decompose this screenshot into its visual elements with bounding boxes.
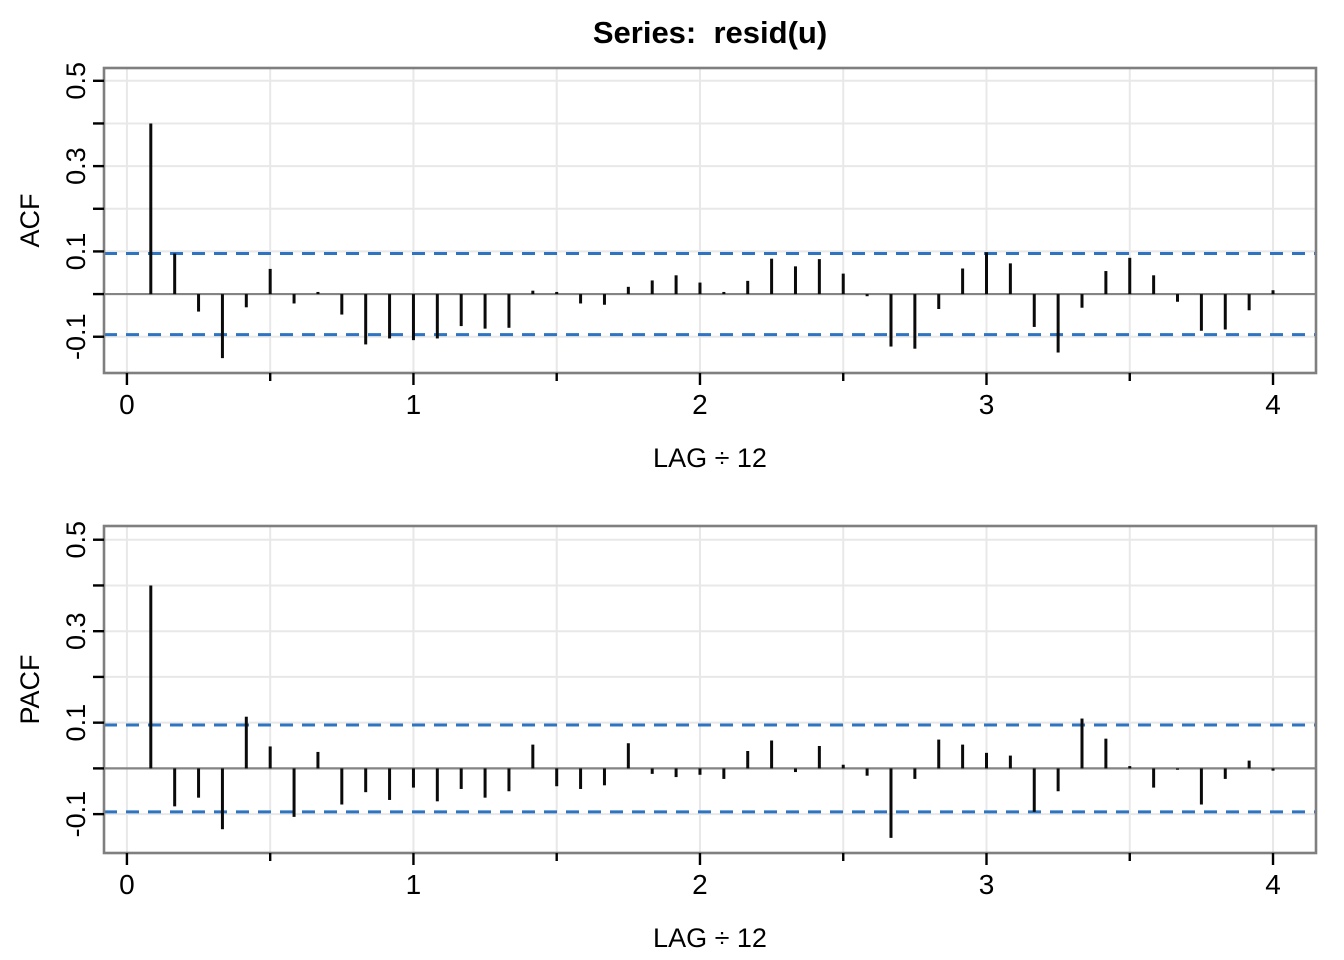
- acf-y-tick-label: 0.1: [61, 233, 91, 271]
- pacf-x-tick-label: 3: [979, 869, 995, 900]
- acf-x-tick-label: 3: [979, 389, 995, 420]
- figure-title: Series: resid(u): [593, 15, 827, 50]
- acf-x-axis-label: LAG ÷ 12: [653, 443, 767, 473]
- pacf-y-tick-label: 0.1: [61, 704, 91, 742]
- acf-x-tick-label: 1: [406, 389, 422, 420]
- acf-y-tick-label: 0.3: [61, 147, 91, 185]
- pacf-y-tick-label: 0.5: [61, 521, 91, 559]
- pacf-bars: [149, 585, 1275, 838]
- pacf-panel: 0.5 0.3 0.1 -0.1 0 1 2 3 4: [61, 521, 1318, 900]
- pacf-y-tick-label: 0.3: [61, 612, 91, 650]
- acf-x-tick-label: 0: [119, 389, 135, 420]
- acf-plot-frame: [102, 66, 1318, 375]
- acf-bars: [149, 123, 1275, 359]
- pacf-y-axis-label: PACF: [15, 654, 45, 724]
- pacf-x-tick-label: 4: [1265, 869, 1281, 900]
- pacf-x-axis-label: LAG ÷ 12: [653, 923, 767, 953]
- acf-x-tick-label: 2: [692, 389, 708, 420]
- pacf-y-tick-label: -0.1: [61, 791, 91, 838]
- pacf-x-tick-label: 0: [119, 869, 135, 900]
- pacf-x-tick-label: 2: [692, 869, 708, 900]
- pacf-gridlines: [104, 526, 1316, 853]
- pacf-x-tick-label: 1: [406, 869, 422, 900]
- acf-gridlines: [104, 68, 1316, 373]
- acf-y-tick-label: 0.5: [61, 62, 91, 100]
- acf-y-tick-label: -0.1: [61, 313, 91, 360]
- acf-y-axis-label: ACF: [15, 194, 45, 248]
- acf-panel: 0.5 0.3 0.1 -0.1 0 1 2 3 4: [61, 62, 1318, 420]
- pacf-plot-frame: [102, 524, 1318, 855]
- acf-x-tick-label: 4: [1265, 389, 1281, 420]
